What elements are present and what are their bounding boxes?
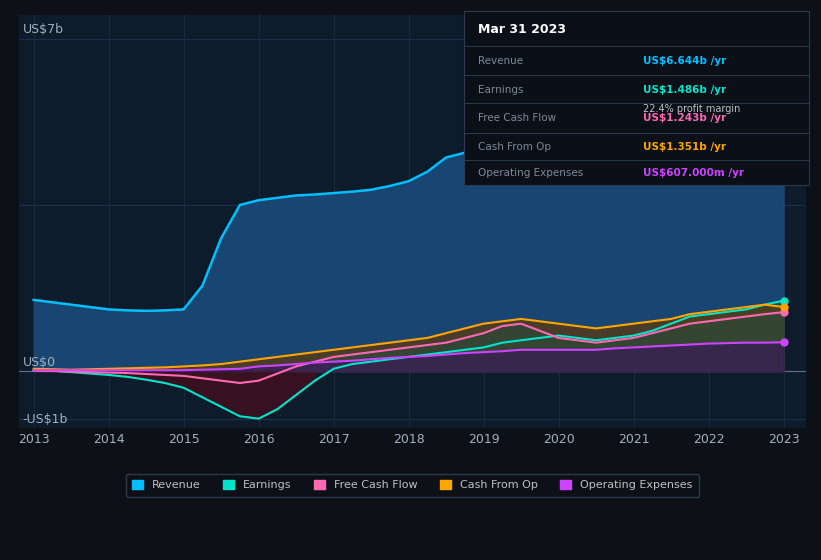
Text: Cash From Op: Cash From Op — [478, 142, 551, 152]
Text: Operating Expenses: Operating Expenses — [478, 167, 583, 178]
Text: Mar 31 2023: Mar 31 2023 — [478, 24, 566, 36]
Text: US$1.351b /yr: US$1.351b /yr — [643, 142, 726, 152]
Legend: Revenue, Earnings, Free Cash Flow, Cash From Op, Operating Expenses: Revenue, Earnings, Free Cash Flow, Cash … — [126, 474, 699, 497]
Text: -US$1b: -US$1b — [22, 413, 68, 426]
Text: Free Cash Flow: Free Cash Flow — [478, 113, 556, 123]
Text: US$1.243b /yr: US$1.243b /yr — [643, 113, 727, 123]
Text: US$6.644b /yr: US$6.644b /yr — [643, 55, 727, 66]
Text: Revenue: Revenue — [478, 55, 523, 66]
Text: US$1.486b /yr: US$1.486b /yr — [643, 85, 727, 95]
Text: US$7b: US$7b — [22, 24, 63, 36]
Text: Earnings: Earnings — [478, 85, 523, 95]
Text: US$0: US$0 — [22, 356, 56, 369]
Text: US$607.000m /yr: US$607.000m /yr — [643, 167, 744, 178]
Text: 22.4% profit margin: 22.4% profit margin — [643, 104, 741, 114]
